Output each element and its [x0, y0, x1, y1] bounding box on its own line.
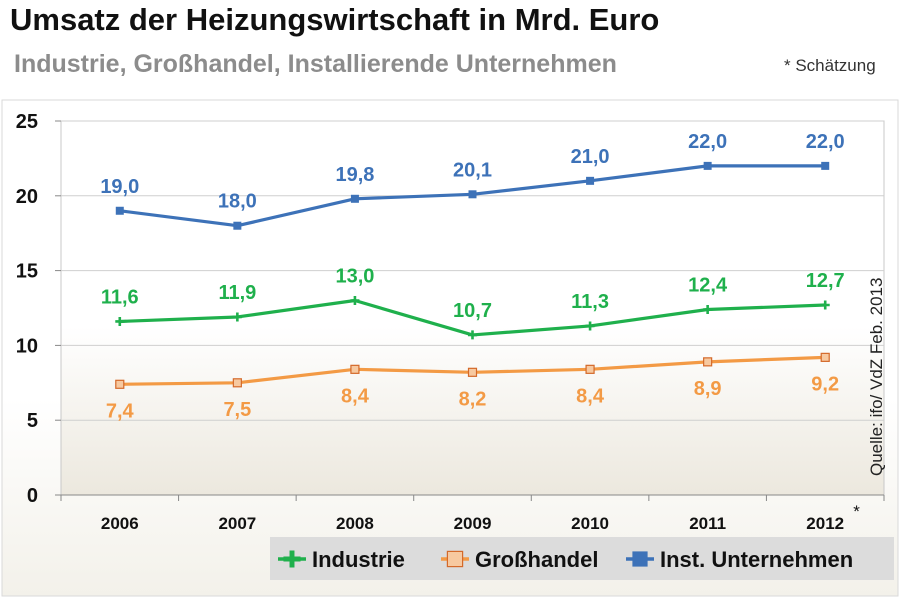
data-label: 11,6	[101, 286, 139, 308]
source-note: Quelle: ifo/ VdZ Feb. 2013	[867, 278, 886, 476]
x-tick-label: 2009	[454, 514, 492, 533]
y-tick-label: 0	[27, 485, 38, 507]
y-tick-label: 5	[27, 410, 38, 432]
data-label: 8,9	[694, 378, 722, 400]
data-label: 11,9	[218, 282, 256, 304]
y-tick-label: 25	[16, 111, 38, 133]
data-point	[350, 194, 359, 203]
x-tick-label: 2008	[336, 514, 374, 533]
chart-subtitle: Industrie, Großhandel, Installierende Un…	[14, 50, 617, 78]
data-point	[468, 330, 478, 340]
y-tick-label: 20	[16, 186, 38, 208]
series-industrie	[115, 296, 830, 340]
gridlines	[61, 120, 884, 421]
data-label: 10,7	[453, 300, 492, 322]
data-point	[703, 304, 713, 314]
data-point	[233, 221, 242, 230]
x-tick-label: 2011	[689, 514, 726, 533]
legend-item: Industrie	[278, 547, 405, 572]
data-point	[820, 352, 830, 362]
data-label: 7,4	[106, 400, 135, 422]
legend-label: Inst. Unternehmen	[660, 547, 853, 572]
data-label: 18,0	[218, 191, 257, 213]
series-gro-handel	[115, 352, 830, 389]
data-label: 19,8	[335, 164, 374, 186]
data-point	[703, 357, 713, 367]
data-label: 12,4	[688, 274, 728, 296]
data-label: 8,4	[576, 385, 605, 407]
data-point	[232, 378, 242, 388]
x-tick-label: 2007	[218, 514, 256, 533]
data-point	[350, 296, 360, 306]
estimate-note: * Schätzung	[784, 56, 876, 75]
data-point	[820, 300, 830, 310]
data-point	[632, 551, 648, 567]
data-point	[115, 206, 124, 215]
data-label: 7,5	[223, 399, 251, 421]
data-point	[585, 321, 595, 331]
chart-title: Umsatz der Heizungswirtschaft in Mrd. Eu…	[10, 2, 660, 37]
data-point	[467, 367, 478, 377]
legend-label: Großhandel	[475, 547, 598, 572]
x-tick-label: 2012	[806, 514, 844, 533]
data-point	[468, 190, 477, 199]
data-point	[232, 312, 242, 322]
series-inst-unternehmen	[115, 161, 830, 230]
data-label: 20,1	[453, 159, 492, 181]
data-point	[283, 550, 301, 568]
legend-box	[270, 537, 894, 580]
legend: Industrie Großhandel Inst. Unternehmen	[278, 547, 853, 572]
data-label: 11,3	[571, 291, 609, 313]
data-point	[586, 176, 595, 185]
data-label: 21,0	[571, 146, 610, 168]
axes: 0 5 10 15 20 25 2006 2007 2008 2009 2010 2011 2012 *	[16, 111, 885, 533]
data-label: 9,2	[811, 373, 839, 395]
legend-item: Großhandel	[441, 547, 598, 572]
data-label: 22,0	[806, 131, 845, 153]
data-point	[446, 550, 464, 568]
data-label: 8,4	[341, 385, 370, 407]
data-label: 12,7	[806, 270, 845, 292]
series-layer	[115, 161, 830, 389]
data-point	[115, 316, 125, 326]
y-tick-label: 10	[16, 335, 38, 357]
data-point	[703, 161, 712, 170]
legend-label: Industrie	[312, 547, 405, 572]
data-label: 8,2	[459, 388, 487, 410]
data-label: 13,0	[335, 266, 374, 288]
data-point	[115, 379, 125, 389]
data-point	[585, 364, 595, 374]
x-tick-label: 2006	[101, 514, 139, 533]
y-tick-label: 15	[16, 261, 38, 283]
x-tick-marker: *	[853, 502, 860, 521]
data-label: 19,0	[100, 176, 139, 198]
data-point	[821, 161, 830, 170]
legend-item: Inst. Unternehmen	[626, 547, 853, 572]
data-label: 22,0	[688, 131, 727, 153]
data-labels: 11,6 11,9 13,0 10,7 11,3 12,4 12,7 7,4 7,5 8,4 8,2…	[100, 131, 844, 422]
data-point	[350, 364, 360, 374]
x-tick-label: 2010	[571, 514, 609, 533]
